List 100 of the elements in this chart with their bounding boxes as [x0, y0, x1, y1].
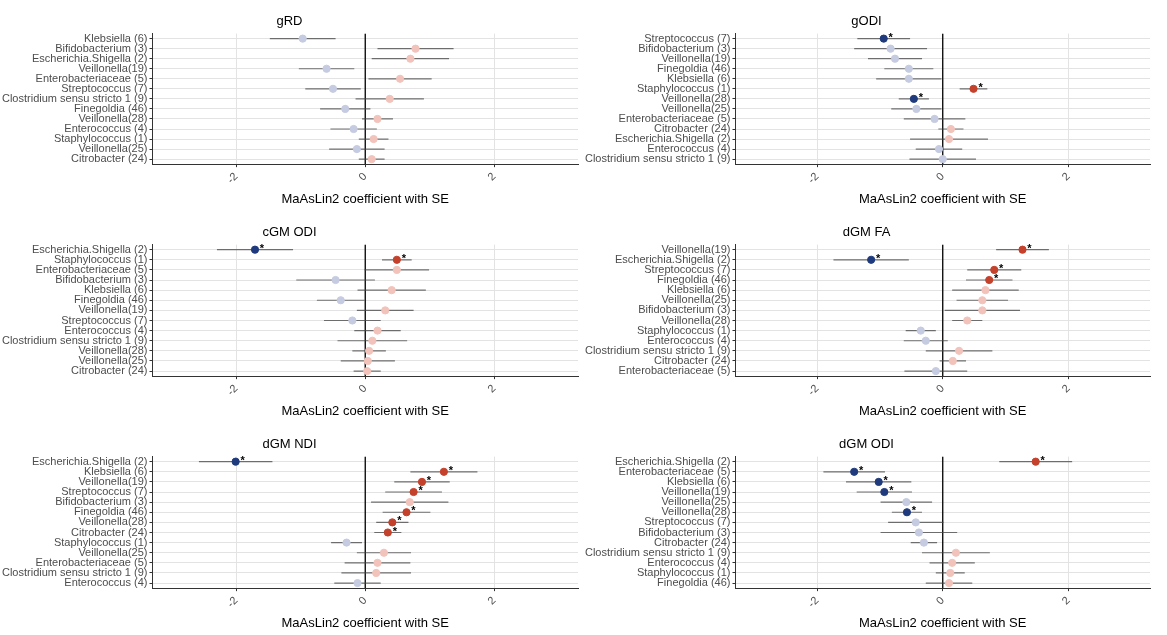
point — [946, 568, 955, 578]
data-label: * — [448, 463, 454, 476]
point — [911, 518, 920, 527]
point — [417, 477, 427, 486]
data-label: * — [888, 30, 894, 43]
point — [341, 104, 350, 114]
point — [409, 487, 418, 497]
x-tick-label: -2 — [805, 381, 821, 398]
point — [963, 316, 972, 325]
x-tick-label: -2 — [224, 381, 240, 398]
data-label: * — [918, 90, 924, 103]
point — [353, 578, 362, 588]
point — [978, 296, 987, 305]
data-label: * — [418, 484, 424, 497]
point — [406, 54, 415, 63]
point — [405, 498, 414, 507]
point — [231, 457, 240, 466]
point — [985, 275, 994, 285]
point — [250, 245, 260, 254]
chart-title: dGM FA — [842, 224, 891, 240]
point — [348, 316, 357, 325]
x-tick-label: 2 — [484, 169, 498, 183]
point — [874, 477, 883, 486]
data-label: * — [994, 272, 1000, 285]
point — [938, 155, 947, 164]
point — [879, 34, 888, 43]
point — [946, 124, 956, 134]
point — [439, 467, 448, 476]
chart-title: gODI — [851, 13, 882, 29]
point — [904, 64, 913, 73]
point — [352, 144, 361, 154]
point — [948, 558, 957, 567]
data-label: * — [397, 514, 403, 527]
point — [383, 528, 392, 537]
point — [890, 54, 900, 63]
data-label: * — [411, 504, 417, 517]
point — [904, 74, 913, 83]
data-label: * — [911, 504, 917, 517]
point — [373, 326, 382, 335]
point — [387, 286, 396, 295]
point — [328, 84, 338, 93]
point — [954, 346, 964, 355]
point — [322, 64, 331, 73]
point — [342, 538, 351, 547]
point — [850, 467, 859, 476]
data-label: * — [889, 484, 895, 497]
point — [392, 255, 401, 264]
point — [402, 508, 411, 517]
point — [336, 296, 345, 305]
data-label: * — [259, 241, 265, 254]
data-label: * — [392, 524, 398, 537]
point — [363, 366, 372, 376]
point — [388, 518, 397, 527]
x-tick-label: 2 — [484, 593, 498, 607]
point — [951, 548, 961, 557]
x-tick-label: 0 — [933, 381, 947, 395]
point — [365, 346, 374, 355]
x-tick-label: -2 — [224, 593, 240, 610]
point — [349, 124, 358, 134]
point — [919, 538, 928, 547]
x-axis-title: MaAsLin2 coefficient with SE — [859, 614, 1027, 630]
point — [990, 265, 999, 274]
point — [331, 275, 340, 285]
x-tick-label: 2 — [1059, 593, 1072, 607]
point — [978, 306, 987, 315]
x-tick-label: 0 — [355, 593, 369, 607]
point — [392, 265, 401, 274]
x-tick-label: 0 — [933, 593, 947, 607]
point — [880, 487, 889, 497]
data-label: * — [1040, 453, 1046, 466]
point — [969, 84, 978, 93]
chart-title: dGM ODI — [839, 436, 894, 452]
data-label: * — [426, 473, 432, 486]
data-label: * — [401, 251, 407, 264]
point — [914, 528, 923, 537]
point — [909, 94, 918, 103]
x-tick-label: -2 — [224, 169, 240, 186]
point — [944, 134, 954, 144]
x-tick-label: 0 — [355, 381, 369, 395]
point — [902, 498, 911, 507]
point — [1031, 457, 1040, 466]
point — [902, 508, 912, 517]
point — [381, 306, 390, 315]
point — [385, 94, 394, 103]
point — [367, 155, 376, 164]
point — [944, 578, 954, 588]
data-label: * — [978, 80, 984, 93]
point — [1018, 245, 1027, 254]
chart-title: cGM ODI — [262, 224, 317, 240]
point — [867, 255, 876, 264]
point — [369, 134, 378, 144]
x-tick-label: 0 — [355, 169, 369, 183]
data-label: * — [883, 473, 889, 486]
point — [916, 326, 925, 335]
chart-title: gRD — [276, 13, 303, 29]
point — [948, 356, 957, 366]
data-label: * — [876, 251, 882, 264]
point — [411, 44, 420, 53]
x-tick-label: 2 — [484, 381, 498, 395]
point — [886, 44, 895, 53]
